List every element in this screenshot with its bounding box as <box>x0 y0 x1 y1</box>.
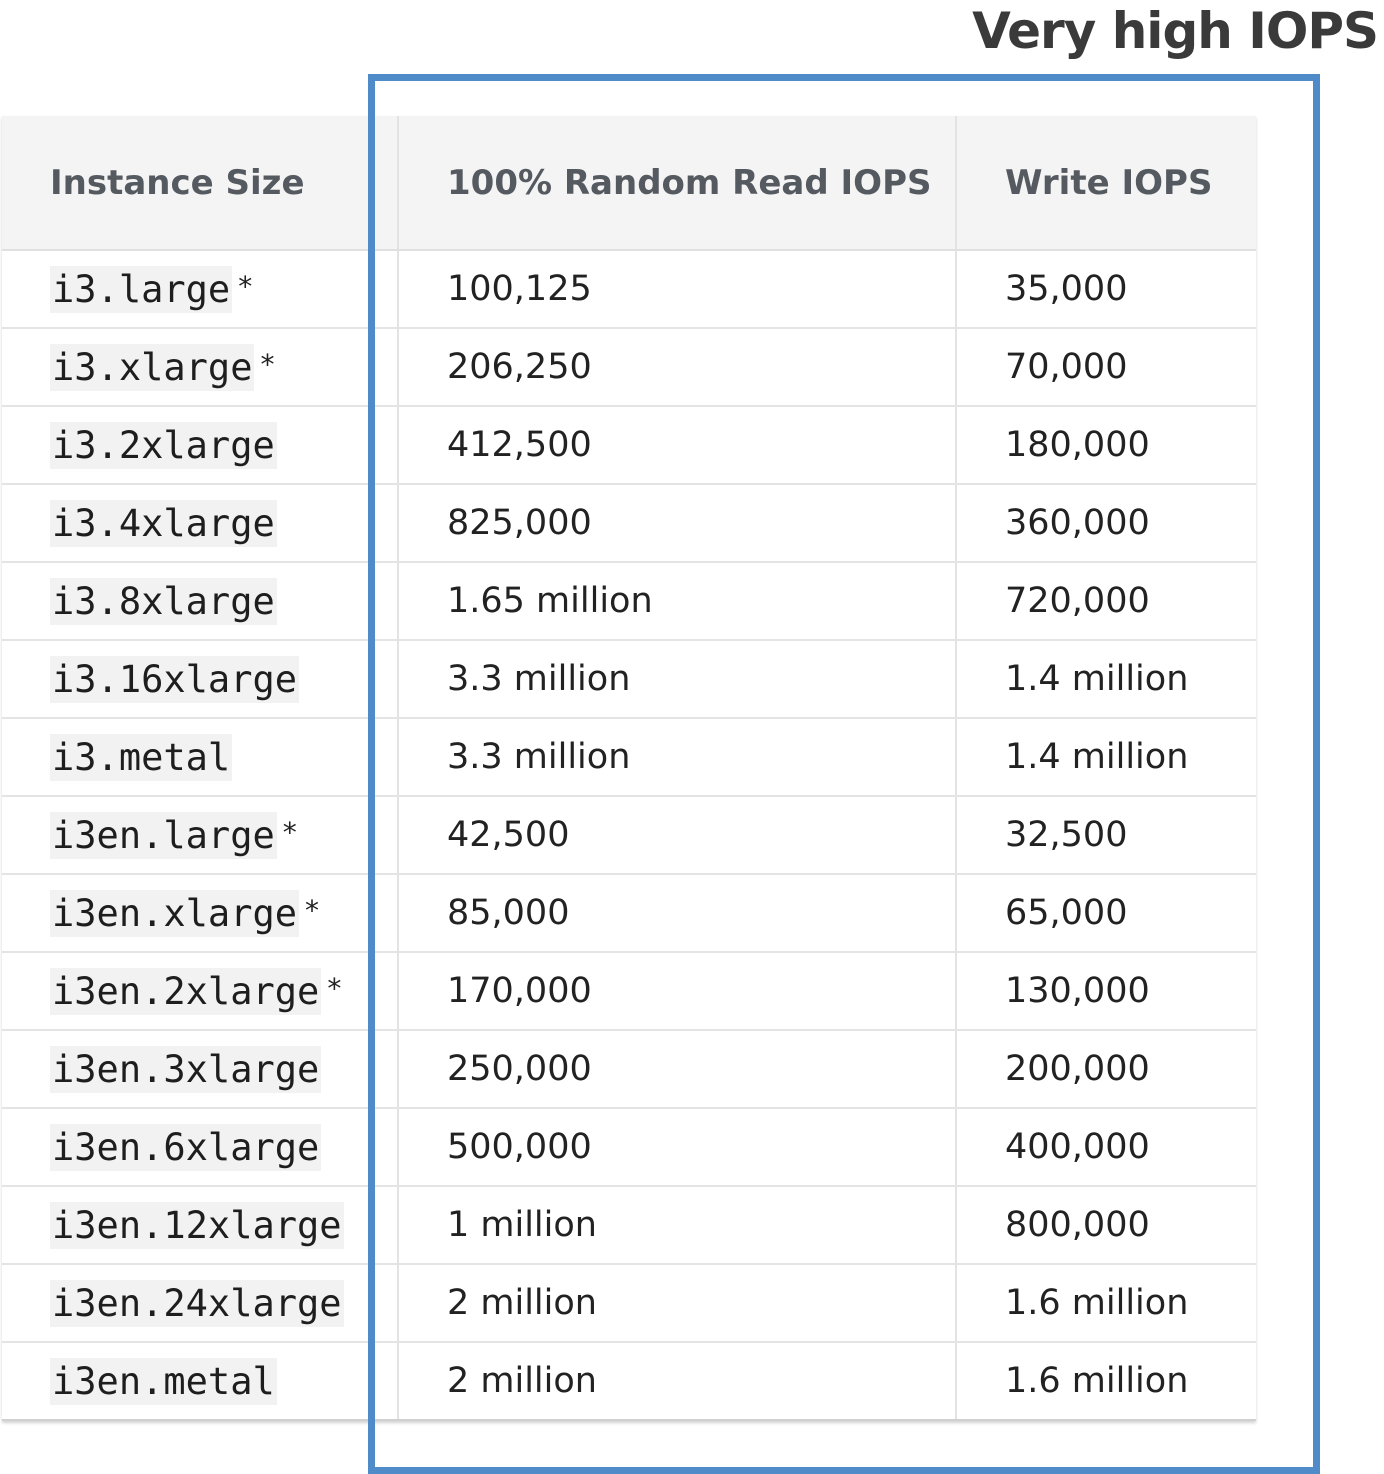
write-iops-cell: 180,000 <box>955 406 1256 485</box>
instance-name: i3en.xlarge <box>50 889 300 937</box>
column-header-random-read-iops: 100% Random Read IOPS <box>397 116 956 251</box>
table-body: i3.large * 100,125 35,000 i3.xlarge * 206,250 7… <box>2 250 1256 1421</box>
table-row: i3.8xlarge 1.65 million 720,000 <box>2 562 1256 641</box>
instance-name: i3en.large <box>50 811 277 859</box>
random-read-iops-cell: 42,500 <box>397 796 956 875</box>
table-row: i3.large * 100,125 35,000 <box>2 250 1256 329</box>
instance-name: i3.large <box>50 265 233 313</box>
random-read-iops-cell: 100,125 <box>397 250 956 329</box>
instance-size-cell: i3.metal <box>2 718 398 797</box>
random-read-iops-cell: 170,000 <box>397 952 956 1031</box>
random-read-iops-cell: 3.3 million <box>397 640 956 719</box>
table-row: i3en.xlarge * 85,000 65,000 <box>2 874 1256 953</box>
column-header-instance-size: Instance Size <box>2 116 398 251</box>
instance-size-cell: i3en.metal <box>2 1342 398 1421</box>
iops-table: Instance Size 100% Random Read IOPS Writ… <box>2 116 1256 1421</box>
write-iops-cell: 720,000 <box>955 562 1256 641</box>
write-iops-cell: 1.6 million <box>955 1342 1256 1421</box>
highlight-caption: Very high IOPS <box>972 2 1379 60</box>
instance-name: i3.16xlarge <box>50 655 300 703</box>
instance-size-cell: i3.2xlarge <box>2 406 398 485</box>
instance-name: i3.xlarge <box>50 343 255 391</box>
random-read-iops-cell: 1.65 million <box>397 562 956 641</box>
write-iops-cell: 800,000 <box>955 1186 1256 1265</box>
random-read-iops-cell: 2 million <box>397 1342 956 1421</box>
table-row: i3en.6xlarge 500,000 400,000 <box>2 1108 1256 1187</box>
instance-size-cell: i3.8xlarge <box>2 562 398 641</box>
random-read-iops-cell: 412,500 <box>397 406 956 485</box>
write-iops-cell: 400,000 <box>955 1108 1256 1187</box>
random-read-iops-cell: 500,000 <box>397 1108 956 1187</box>
instance-name: i3.8xlarge <box>50 577 277 625</box>
table-row: i3en.metal 2 million 1.6 million <box>2 1342 1256 1421</box>
table-row: i3.metal 3.3 million 1.4 million <box>2 718 1256 797</box>
instance-size-cell: i3en.24xlarge <box>2 1264 398 1343</box>
instance-name: i3en.6xlarge <box>50 1123 322 1171</box>
table-row: i3en.12xlarge 1 million 800,000 <box>2 1186 1256 1265</box>
instance-size-cell: i3en.12xlarge <box>2 1186 398 1265</box>
footnote-marker: * <box>282 815 297 849</box>
write-iops-cell: 32,500 <box>955 796 1256 875</box>
instance-size-cell: i3en.xlarge * <box>2 874 398 953</box>
table-row: i3.4xlarge 825,000 360,000 <box>2 484 1256 563</box>
write-iops-cell: 70,000 <box>955 328 1256 407</box>
table-row: i3en.24xlarge 2 million 1.6 million <box>2 1264 1256 1343</box>
instance-size-cell: i3.16xlarge <box>2 640 398 719</box>
instance-name: i3en.3xlarge <box>50 1045 322 1093</box>
write-iops-cell: 360,000 <box>955 484 1256 563</box>
random-read-iops-cell: 2 million <box>397 1264 956 1343</box>
random-read-iops-cell: 206,250 <box>397 328 956 407</box>
random-read-iops-cell: 250,000 <box>397 1030 956 1109</box>
write-iops-cell: 1.4 million <box>955 640 1256 719</box>
random-read-iops-cell: 825,000 <box>397 484 956 563</box>
instance-name: i3.2xlarge <box>50 421 277 469</box>
table-header: Instance Size 100% Random Read IOPS Writ… <box>2 116 1256 251</box>
instance-name: i3en.2xlarge <box>50 967 322 1015</box>
write-iops-cell: 130,000 <box>955 952 1256 1031</box>
instance-size-cell: i3.large * <box>2 250 398 329</box>
instance-size-cell: i3en.6xlarge <box>2 1108 398 1187</box>
instance-size-cell: i3.4xlarge <box>2 484 398 563</box>
instance-name: i3en.24xlarge <box>50 1279 344 1327</box>
instance-name: i3.metal <box>50 733 233 781</box>
instance-name: i3.4xlarge <box>50 499 277 547</box>
write-iops-cell: 1.4 million <box>955 718 1256 797</box>
footnote-marker: * <box>238 269 253 303</box>
instance-size-cell: i3en.3xlarge <box>2 1030 398 1109</box>
table-row: i3.xlarge * 206,250 70,000 <box>2 328 1256 407</box>
write-iops-cell: 65,000 <box>955 874 1256 953</box>
random-read-iops-cell: 85,000 <box>397 874 956 953</box>
table-row: i3en.2xlarge * 170,000 130,000 <box>2 952 1256 1031</box>
footnote-marker: * <box>327 971 342 1005</box>
random-read-iops-cell: 1 million <box>397 1186 956 1265</box>
instance-size-cell: i3.xlarge * <box>2 328 398 407</box>
write-iops-cell: 1.6 million <box>955 1264 1256 1343</box>
header-row: Instance Size 100% Random Read IOPS Writ… <box>2 116 1256 251</box>
instance-size-cell: i3en.large * <box>2 796 398 875</box>
instance-size-cell: i3en.2xlarge * <box>2 952 398 1031</box>
write-iops-cell: 35,000 <box>955 250 1256 329</box>
table-row: i3.2xlarge 412,500 180,000 <box>2 406 1256 485</box>
instance-name: i3en.12xlarge <box>50 1201 344 1249</box>
random-read-iops-cell: 3.3 million <box>397 718 956 797</box>
column-header-write-iops: Write IOPS <box>955 116 1256 251</box>
footnote-marker: * <box>260 347 275 381</box>
instance-name: i3en.metal <box>50 1357 277 1405</box>
footnote-marker: * <box>305 893 320 927</box>
write-iops-cell: 200,000 <box>955 1030 1256 1109</box>
table-row: i3en.large * 42,500 32,500 <box>2 796 1256 875</box>
table-row: i3.16xlarge 3.3 million 1.4 million <box>2 640 1256 719</box>
table-row: i3en.3xlarge 250,000 200,000 <box>2 1030 1256 1109</box>
